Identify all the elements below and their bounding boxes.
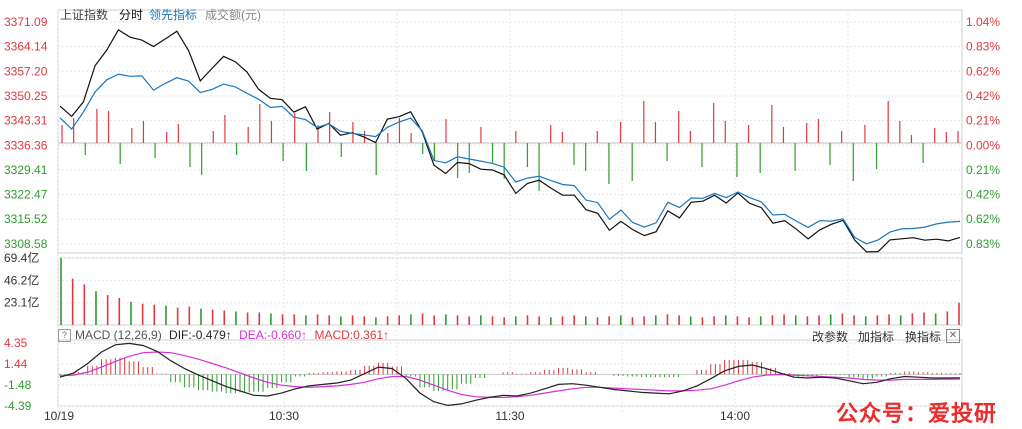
watermark-text: 公众号：爱投研 (836, 401, 998, 426)
time-axis-label: 14:00 (720, 409, 750, 423)
leading-indicator-line (59, 73, 961, 245)
macd-dea-line (59, 351, 960, 398)
pct-axis-label: 1.04% (966, 15, 1000, 29)
macd-axis-label: -1.48 (4, 378, 32, 392)
price-axis-label: 3357.20 (4, 64, 48, 78)
price-axis-label: 3343.31 (4, 114, 48, 128)
price-axis-label: 3329.41 (4, 163, 48, 177)
pct-axis-label: 0.21% (966, 114, 1000, 128)
tab-index-name[interactable]: 上证指数 (60, 8, 109, 22)
macd-name[interactable]: MACD (12,26,9) (75, 328, 162, 342)
add-indicator-button[interactable]: 加指标 (858, 330, 895, 344)
pct-axis-label: 0.83% (966, 40, 1000, 54)
pct-axis-label: 0.83% (966, 237, 1000, 251)
switch-indicator-button[interactable]: 换指标 (905, 330, 942, 344)
macd-axis-label: -4.39 (4, 399, 32, 413)
tab-intraday[interactable]: 分时 (119, 8, 144, 22)
time-axis-label: 10/19 (44, 409, 74, 423)
price-axis-label: 3336.36 (4, 138, 48, 152)
price-axis-label: 3308.58 (4, 237, 48, 251)
pct-axis-label: 0.42% (966, 89, 1000, 103)
macd-dea-value: DEA:-0.660↑ (239, 328, 308, 342)
time-axis-label: 11:30 (495, 409, 524, 423)
tab-leading-indicator[interactable]: 领先指标 (149, 8, 198, 22)
price-axis-label: 3350.25 (4, 89, 48, 103)
volume-axis-label: 23.1亿 (4, 295, 39, 310)
macd-axis-label: 1.44 (4, 357, 28, 371)
price-axis-label: 3315.52 (4, 212, 48, 226)
index-price-line (59, 28, 961, 253)
pct-axis-label: 0.62% (966, 212, 1000, 226)
pct-axis-label: 0.42% (966, 188, 1000, 202)
pct-axis-label: 0.21% (966, 163, 1000, 177)
macd-header: ? MACD (12,26,9) DIF:-0.479↑ DEA:-0.660↑ … (58, 328, 393, 342)
macd-macd-value: MACD:0.361↑ (314, 328, 390, 342)
price-axis-label: 3371.09 (4, 15, 48, 29)
help-icon[interactable]: ? (58, 329, 71, 342)
close-indicator-button[interactable]: ✕ (946, 329, 960, 343)
tab-turnover[interactable]: 成交额(元) (205, 8, 261, 22)
macd-dif-value: DIF:-0.479↑ (169, 328, 232, 342)
edit-params-button[interactable]: 改参数 (812, 330, 849, 344)
price-axis-label: 3322.47 (4, 188, 48, 202)
volume-axis-label: 46.2亿 (4, 272, 39, 287)
pct-axis-label: 0.62% (966, 64, 1000, 78)
pct-axis-label: 0.00% (966, 138, 1000, 152)
macd-dif-line (59, 342, 961, 407)
volume-axis-label: 69.4亿 (4, 250, 39, 265)
price-axis-label: 3364.14 (4, 40, 48, 54)
macd-axis-label: 4.35 (4, 336, 28, 350)
time-axis-label: 10:30 (269, 409, 299, 423)
